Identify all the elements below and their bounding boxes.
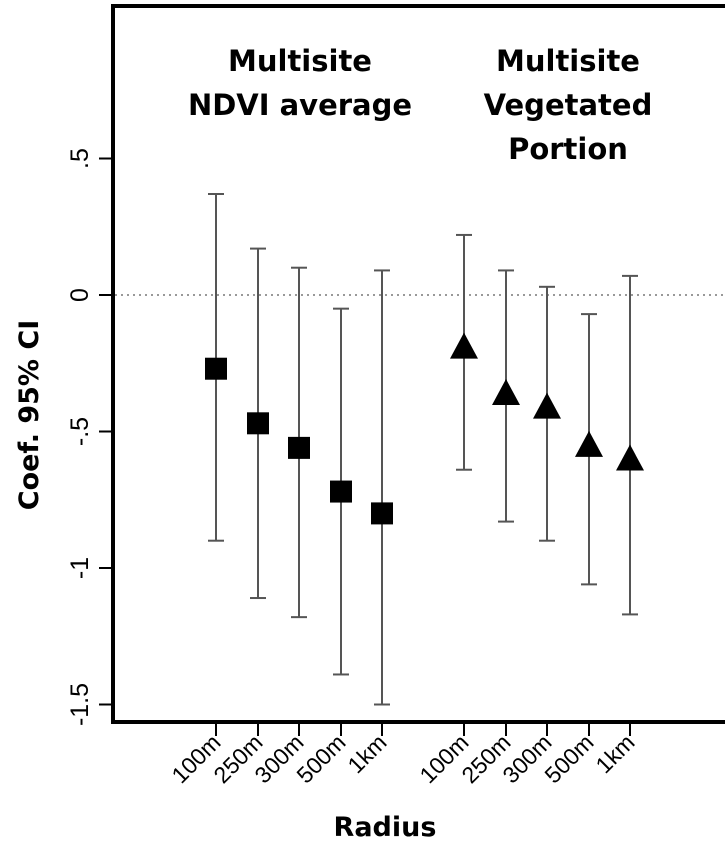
group-label-line: Vegetated <box>484 88 653 122</box>
y-tick-label: .5 <box>66 148 94 169</box>
estimate-triangle-marker <box>450 332 478 359</box>
estimate-triangle-marker <box>492 379 520 406</box>
x-tick-label: 1km <box>342 729 391 778</box>
estimate-square-marker <box>330 480 352 503</box>
group-label-line: NDVI average <box>188 88 412 122</box>
estimate-triangle-marker <box>616 444 644 471</box>
estimate-square-marker <box>371 502 393 525</box>
x-tick-label: 500m <box>539 729 598 788</box>
x-axis-title: Radius <box>334 812 437 843</box>
estimate-triangle-marker <box>533 392 561 419</box>
estimate-square-marker <box>288 436 310 459</box>
y-axis-title: Coef. 95% CI <box>14 320 45 511</box>
y-tick-label: -1.5 <box>66 683 94 726</box>
x-tick-label: 500m <box>291 729 350 788</box>
estimate-square-marker <box>205 357 227 380</box>
y-tick-label: -1 <box>66 557 94 579</box>
y-tick-label: 0 <box>66 288 94 302</box>
estimate-triangle-marker <box>575 430 603 457</box>
group-label-line: Multisite <box>496 44 640 78</box>
group-label-line: Portion <box>508 132 628 166</box>
estimate-square-marker <box>247 412 269 435</box>
plot-frame <box>111 4 725 724</box>
group-label-line: Multisite <box>228 44 372 78</box>
x-tick-label: 1km <box>590 729 639 778</box>
y-tick-label: -.5 <box>66 417 94 446</box>
